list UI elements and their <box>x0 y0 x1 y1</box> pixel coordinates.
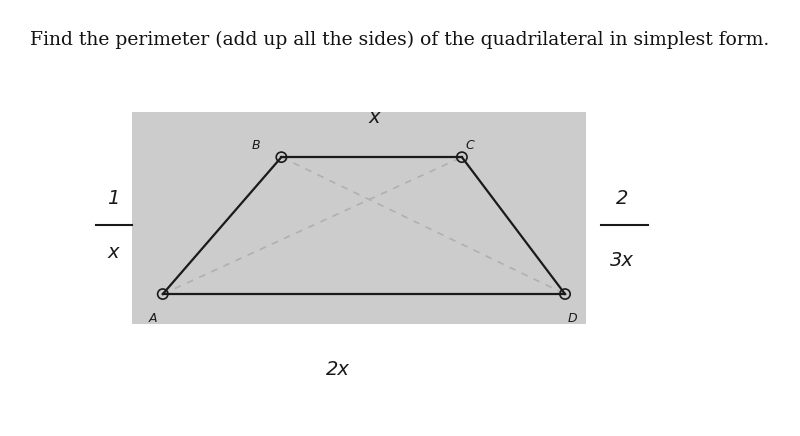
Text: A: A <box>148 312 157 325</box>
Text: 1: 1 <box>107 189 119 208</box>
Bar <box>132 112 586 324</box>
Text: 2: 2 <box>615 189 628 208</box>
Text: Find the perimeter (add up all the sides) of the quadrilateral in simplest form.: Find the perimeter (add up all the sides… <box>30 31 770 49</box>
Text: 2x: 2x <box>326 360 350 379</box>
Text: C: C <box>465 139 474 152</box>
Text: x: x <box>369 108 380 127</box>
Text: 3x: 3x <box>610 252 634 270</box>
Text: x: x <box>107 243 119 262</box>
Text: D: D <box>568 312 578 325</box>
Text: B: B <box>252 139 261 152</box>
